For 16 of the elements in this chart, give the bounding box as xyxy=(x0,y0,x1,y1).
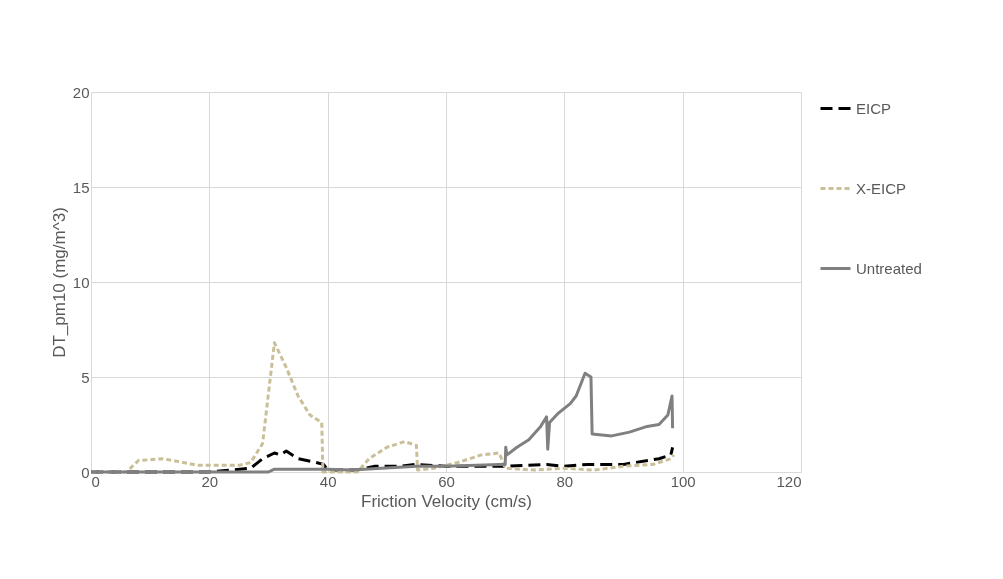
y-tick-label: 5 xyxy=(81,368,90,386)
y-axis-title: DT_pm10 (mg/m^3) xyxy=(49,207,69,358)
y-tick-label: 15 xyxy=(72,178,90,196)
x-tick-label: 100 xyxy=(670,472,696,490)
line-series xyxy=(89,371,675,474)
x-tick-label: 40 xyxy=(319,472,337,490)
x-tick-label: 80 xyxy=(556,472,574,490)
x-tick-label: 20 xyxy=(201,472,219,490)
y-tick-label: 10 xyxy=(72,273,90,291)
legend-label: Untreated xyxy=(856,259,922,277)
legend-label: EICP xyxy=(856,99,892,117)
y-tick-label: 20 xyxy=(72,83,90,101)
x-tick-label: 120 xyxy=(776,472,802,490)
x-tick-label: 60 xyxy=(438,472,455,490)
x-axis-title: Friction Velocity (cm/s) xyxy=(361,491,532,511)
legend-label: X-EICP xyxy=(856,179,907,197)
